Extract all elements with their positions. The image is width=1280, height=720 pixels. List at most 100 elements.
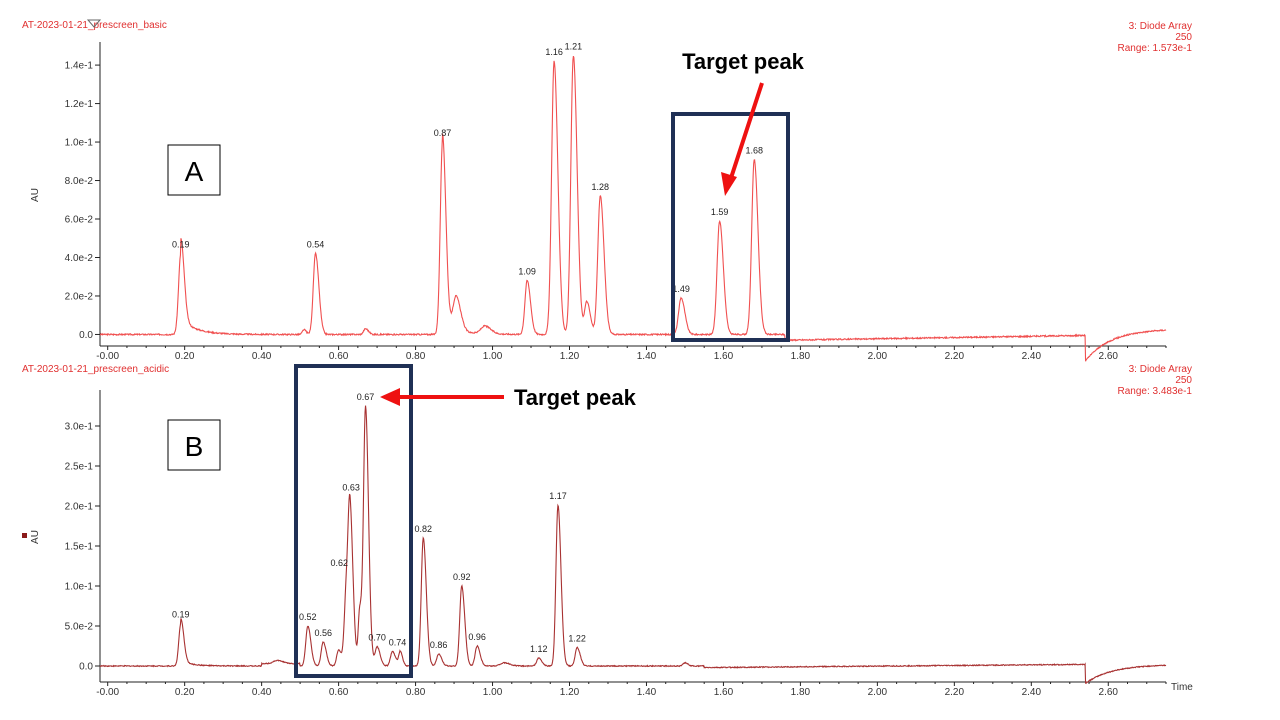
panel-a-y-tick-label: 0.0 — [79, 330, 93, 341]
panel-b-peak-label: 0.96 — [468, 632, 486, 642]
panel-a-peak-label: 0.19 — [172, 240, 190, 250]
panel-a-x-tick-label: 0.60 — [329, 351, 349, 362]
panel-a-x-tick-label: 2.60 — [1099, 351, 1119, 362]
panel-a-annotation-arrow — [721, 82, 764, 196]
panel-a-y-tick-label: 1.0e-1 — [65, 138, 94, 149]
panel-a-highlight-box — [671, 112, 790, 342]
panel-b-sample-name: AT-2023-01-21_prescreen_acidic — [22, 364, 169, 375]
panel-b-wavelength: 250 — [1175, 375, 1192, 386]
panel-a-x-tick-label: 1.20 — [560, 351, 580, 362]
panel-a-wavelength: 250 — [1175, 32, 1192, 43]
panel-a-range: Range: 1.573e-1 — [1117, 43, 1192, 54]
panel-a-y-tick-label: 1.4e-1 — [65, 61, 94, 72]
panel-a-x-tick-label: 0.20 — [175, 351, 195, 362]
panel-a-peak-label: 1.68 — [745, 145, 763, 155]
panel-b-y-tick-label: 5.0e-2 — [65, 622, 94, 633]
panel-b-x-tick-label: -0.00 — [96, 687, 119, 698]
panel-a-y-tick-label: 1.2e-1 — [65, 99, 94, 110]
panel-a-y-tick-label: 6.0e-2 — [65, 215, 94, 226]
panel-b-x-tick-label: 1.60 — [714, 687, 734, 698]
panel-b-x-tick-label: 1.80 — [791, 687, 811, 698]
panel-b-y-tick-label: 0.0 — [79, 662, 93, 673]
panel-b-y-tick-label: 2.0e-1 — [65, 502, 94, 513]
panel-a-y-tick-label: 2.0e-2 — [65, 291, 94, 302]
panel-b-x-tick-label: 0.40 — [252, 687, 272, 698]
panel-b-highlight-box — [294, 364, 413, 678]
panel-a-peak-label: 1.28 — [592, 182, 610, 192]
panel-b-peak-label: 0.82 — [414, 524, 432, 534]
panel-a-peak-label: 1.09 — [518, 266, 536, 276]
panel-b-peak-label: 0.19 — [172, 610, 190, 620]
panel-b-peak-label: 0.62 — [331, 558, 349, 568]
panel-b-y-tick-label: 1.5e-1 — [65, 542, 94, 553]
panel-a-trace — [99, 55, 1167, 362]
panel-a-x-tick-label: 0.80 — [406, 351, 426, 362]
panel-b-x-tick-label: 2.20 — [945, 687, 965, 698]
panel-b-peak-label: 0.56 — [314, 628, 332, 638]
panel-b-peak-label: 0.92 — [453, 572, 471, 582]
panel-b-peak-label: 0.52 — [299, 612, 317, 622]
panel-b-trace-color-swatch — [22, 533, 27, 538]
panel-b-y-tick-label: 3.0e-1 — [65, 422, 94, 433]
cursor-marker-icon — [86, 19, 102, 28]
panel-b-peak-labels: 0.19 0.52 0.56 0.62 0.63 0.67 0.70 0.74 0.82 0.86… — [172, 392, 586, 654]
panel-a-peak-labels: 0.19 0.54 0.87 1.09 1.161.21 1.28 1.49 1.59 1.68 — [172, 41, 763, 293]
panel-b-peak-label: 1.12 — [530, 644, 548, 654]
panel-b-x-tick-label: 2.40 — [1022, 687, 1042, 698]
panel-a-detector: 3: Diode Array — [1129, 21, 1192, 32]
panel-a-y-axis-label: AU — [30, 188, 41, 202]
panel-a-x-tick-label: 1.80 — [791, 351, 811, 362]
panel-a-sample-name: AT-2023-01-21_prescreen_basic — [22, 20, 167, 31]
panel-b-peak-label: 0.67 — [357, 392, 375, 402]
panel-b-x-tick-label: 1.40 — [637, 687, 657, 698]
panel-b-axes: -0.00 0.20 0.40 0.60 0.80 1.00 1.20 1.40 1.60 1.8… — [65, 390, 1167, 698]
panel-b-label: B — [185, 431, 204, 462]
chromatogram-panel-a: AT-2023-01-21_prescreen_basic 3: Diode A… — [22, 19, 1192, 362]
panel-b-y-tick-label: 2.5e-1 — [65, 462, 94, 473]
panel-b-label-box — [167, 419, 221, 471]
panel-a-peak-label: 1.49 — [672, 284, 690, 294]
panel-a-x-tick-label: 2.00 — [868, 351, 888, 362]
panel-b-x-tick-label: 2.00 — [868, 687, 888, 698]
panel-b-range: Range: 3.483e-1 — [1117, 386, 1192, 397]
panel-a-x-tick-label: 1.00 — [483, 351, 503, 362]
panel-b-peak-label: 0.70 — [368, 633, 386, 643]
panel-b-x-tick-label: 1.00 — [483, 687, 503, 698]
panel-a-label: A — [185, 156, 204, 187]
panel-a-annotation: Target peak — [682, 49, 805, 74]
panel-a-peak-label: 0.87 — [434, 128, 452, 138]
panel-b-x-tick-label: 0.60 — [329, 687, 349, 698]
panel-a-peak-label: 1.59 — [711, 207, 729, 217]
panel-b-peak-label: 0.63 — [342, 483, 360, 493]
panel-a-peak-label: 1.21 — [565, 41, 583, 51]
panel-a-x-tick-label: 0.40 — [252, 351, 272, 362]
panel-b-peak-label: 1.17 — [549, 491, 567, 501]
panel-b-y-tick-label: 1.0e-1 — [65, 582, 94, 593]
panel-b-x-tick-label: 1.20 — [560, 687, 580, 698]
panel-a-peak-label: 0.54 — [307, 240, 325, 250]
panel-a-label-box — [167, 144, 221, 196]
panel-a-x-tick-label: -0.00 — [96, 351, 119, 362]
panel-b-annotation: Target peak — [514, 385, 637, 410]
panel-b-peak-label: 1.22 — [568, 634, 586, 644]
panel-a-x-tick-label: 2.20 — [945, 351, 965, 362]
panel-b-peak-label: 0.74 — [389, 638, 407, 648]
panel-a-axes: -0.00 0.20 0.40 0.60 0.80 1.00 1.20 1.40 1.60 1.8… — [65, 42, 1167, 362]
panel-a-x-tick-label: 1.60 — [714, 351, 734, 362]
panel-b-detector: 3: Diode Array — [1129, 364, 1192, 375]
panel-b-x-tick-label: 0.20 — [175, 687, 195, 698]
panel-a-x-tick-label: 1.40 — [637, 351, 657, 362]
panel-b-peak-label: 0.86 — [430, 640, 448, 650]
panel-a-peak-label: 1.16 — [545, 47, 563, 57]
panel-b-x-axis-label: Time — [1171, 682, 1193, 693]
panel-b-y-axis-label: AU — [30, 530, 41, 544]
panel-a-y-tick-label: 8.0e-2 — [65, 176, 94, 187]
chromatogram-panel-b: AT-2023-01-21_prescreen_acidic 3: Diode … — [22, 364, 1193, 698]
panel-b-annotation-arrow — [380, 388, 504, 406]
panel-a-y-tick-label: 4.0e-2 — [65, 253, 94, 264]
panel-b-x-tick-label: 0.80 — [406, 687, 426, 698]
panel-a-x-tick-label: 2.40 — [1022, 351, 1042, 362]
panel-b-x-tick-label: 2.60 — [1099, 687, 1119, 698]
panel-b-trace — [99, 405, 1167, 685]
